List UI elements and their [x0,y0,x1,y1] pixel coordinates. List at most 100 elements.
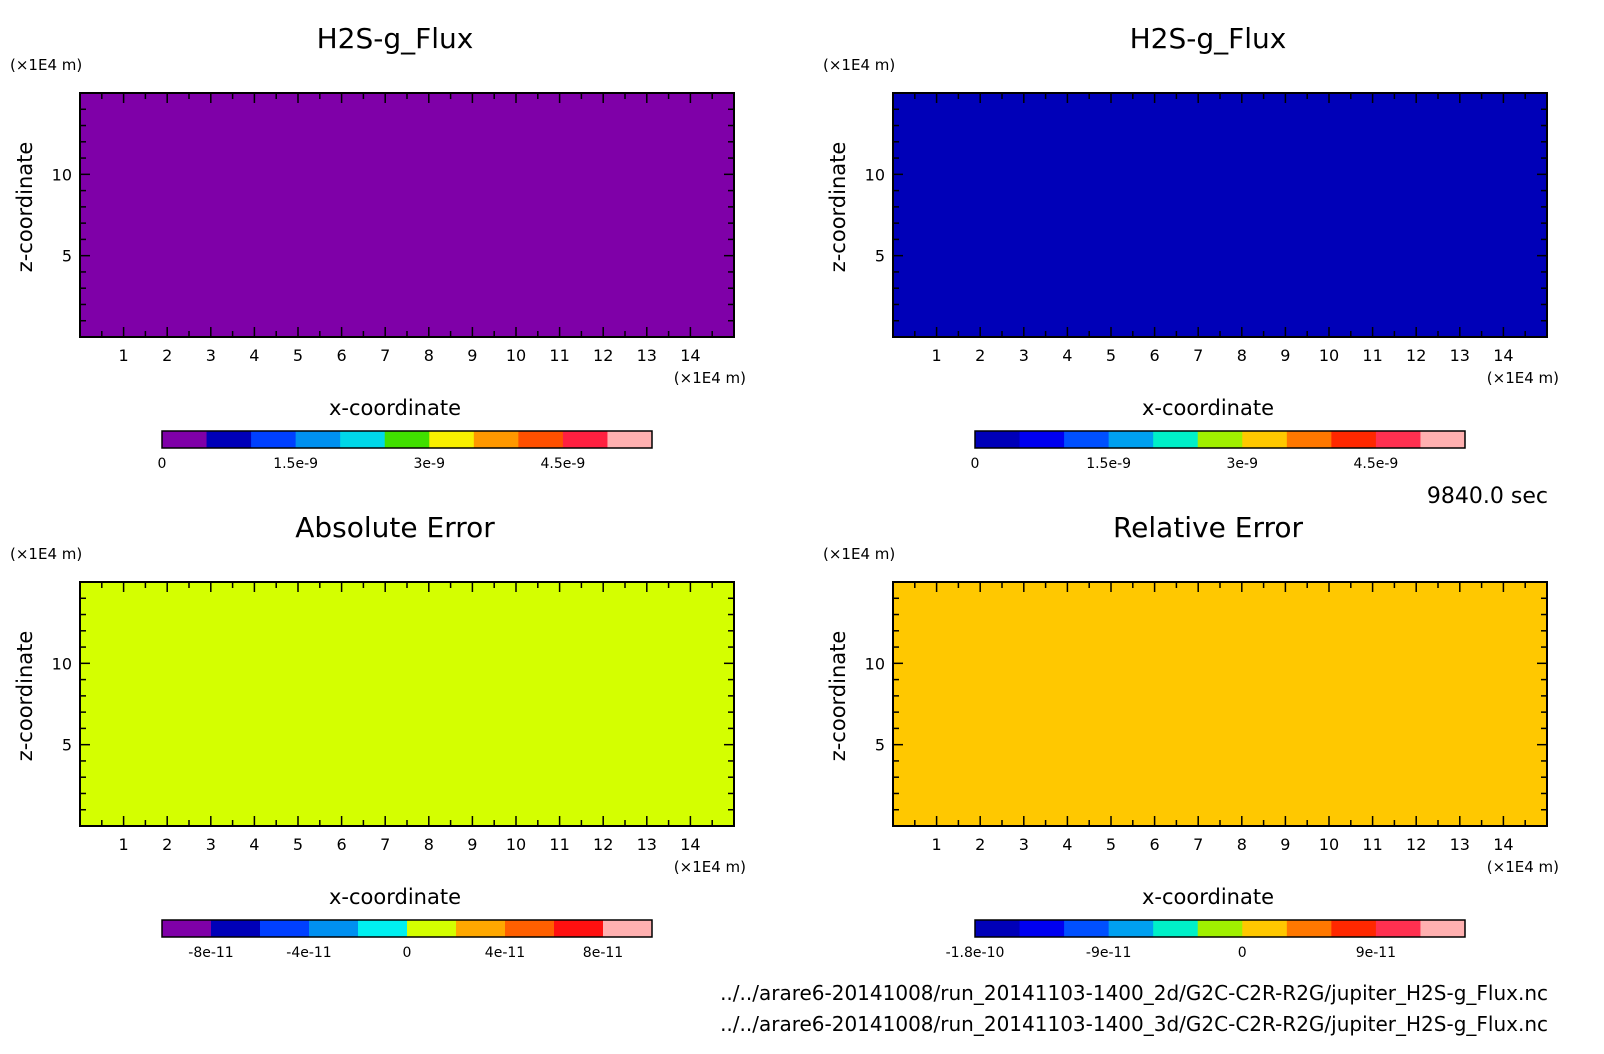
x-tick-label: 1 [119,346,129,365]
heatmap-field [892,92,1548,338]
x-tick-label: 13 [637,835,657,854]
x-tick-label: 8 [1237,835,1247,854]
colorbar-swatch [1064,431,1110,448]
colorbar-tick-label: -4e-11 [286,945,331,961]
x-tick-label: 10 [506,346,526,365]
chart-panel-4: Relative Error(×1E4 m)1 2 3 4 5 6 7 8 9 10 11 12 13 1… [823,511,1559,961]
colorbar-swatch [358,920,408,937]
colorbar-tick-label: -8e-11 [188,945,233,961]
colorbar-swatch [162,920,212,937]
colorbar-swatch [1331,431,1377,448]
colorbar-swatch [1108,431,1154,448]
x-tick-label: 13 [1450,835,1470,854]
x-axis-label: x-coordinate [1142,396,1274,420]
x-unit-label: (×1E4 m) [674,858,746,876]
colorbar-swatch [1197,920,1243,937]
colorbar-swatch [975,920,1021,937]
y-unit-label: (×1E4 m) [10,545,82,563]
x-tick-label: 11 [549,835,569,854]
x-tick-label: 4 [1062,346,1072,365]
x-tick-label: 3 [206,835,216,854]
x-tick-label: 14 [1493,346,1513,365]
colorbar-swatch [562,431,608,448]
colorbar-swatch [473,431,519,448]
colorbar-tick-label: 1.5e-9 [1086,456,1131,472]
y-tick-label: 10 [865,165,885,184]
x-tick-label: 7 [380,346,390,365]
x-tick-label: 5 [1106,835,1116,854]
colorbar-tick-label: -1.8e-10 [946,945,1005,961]
colorbar-swatch [518,431,564,448]
x-tick-label: 6 [337,835,347,854]
x-tick-label: 1 [932,835,942,854]
y-unit-label: (×1E4 m) [10,56,82,74]
chart-title: Absolute Error [295,511,495,544]
colorbar-swatch [456,920,506,937]
x-tick-label: 5 [293,346,303,365]
chart-panel-2: H2S-g_Flux(×1E4 m)1 2 3 4 5 6 7 8 9 10 11 12 13 14510… [823,22,1559,472]
colorbar-tick-label: 3e-9 [1227,456,1258,472]
colorbar-swatch [975,431,1021,448]
colorbar-swatch [340,431,386,448]
x-axis-label: x-coordinate [1142,885,1274,909]
heatmap-field [79,581,735,827]
x-tick-label: 12 [593,835,613,854]
x-tick-label: 5 [293,835,303,854]
x-axis-label: x-coordinate [329,396,461,420]
x-tick-label: 9 [1280,346,1290,365]
x-tick-label: 10 [1319,346,1339,365]
colorbar-frame [974,430,1466,449]
x-tick-label: 7 [1193,835,1203,854]
x-unit-label: (×1E4 m) [674,369,746,387]
x-unit-label: (×1E4 m) [1487,369,1559,387]
x-tick-label: 10 [506,835,526,854]
colorbar-swatch [295,431,341,448]
x-tick-label: 1 [932,346,942,365]
colorbar-tick-label: -9e-11 [1086,945,1131,961]
y-axis-label: z-coordinate [826,142,850,273]
x-tick-label: 7 [1193,346,1203,365]
x-tick-label: 6 [1150,835,1160,854]
file-path-2d: ../../arare6-20141008/run_20141103-1400_… [720,981,1548,1005]
chart-title: Relative Error [1113,511,1304,544]
colorbar-tick-label: 8e-11 [583,945,623,961]
x-tick-label: 9 [467,835,477,854]
x-tick-label: 8 [1237,346,1247,365]
x-tick-label: 3 [1019,835,1029,854]
x-tick-label: 6 [337,346,347,365]
colorbar-swatch [1197,431,1243,448]
x-tick-label: 11 [1362,835,1382,854]
x-tick-label: 3 [206,346,216,365]
y-tick-label: 10 [52,165,72,184]
x-tick-label: 9 [1280,835,1290,854]
x-tick-label: 10 [1319,835,1339,854]
colorbar-swatch [1019,920,1065,937]
colorbar-swatch [309,920,359,937]
colorbar-frame [161,919,653,938]
x-tick-label: 2 [975,346,985,365]
colorbar-swatch [1064,920,1110,937]
colorbar-swatch [206,431,252,448]
y-tick-label: 5 [875,736,885,755]
chart-title: H2S-g_Flux [317,22,474,55]
colorbar-swatch [1242,920,1288,937]
chart-panel-3: Absolute Error(×1E4 m)1 2 3 4 5 6 7 8 9 10 11 12 13 1… [10,511,746,961]
colorbar-swatch [162,431,208,448]
colorbar-swatch [505,920,555,937]
y-unit-label: (×1E4 m) [823,545,895,563]
colorbar-tick-label: 1.5e-9 [273,456,318,472]
colorbar-swatch [1019,431,1065,448]
x-tick-label: 12 [1406,835,1426,854]
heatmap-field [892,581,1548,827]
colorbar-swatch [384,431,430,448]
chart-panel-1: H2S-g_Flux(×1E4 m)1 2 3 4 5 6 7 8 9 10 11 12 13 14510… [10,22,746,472]
x-tick-label: 2 [975,835,985,854]
y-tick-label: 5 [62,736,72,755]
x-tick-label: 13 [637,346,657,365]
x-tick-label: 8 [424,346,434,365]
x-tick-label: 12 [1406,346,1426,365]
y-tick-label: 5 [875,247,885,266]
x-tick-label: 2 [162,835,172,854]
time-label: 9840.0 sec [1426,484,1548,509]
